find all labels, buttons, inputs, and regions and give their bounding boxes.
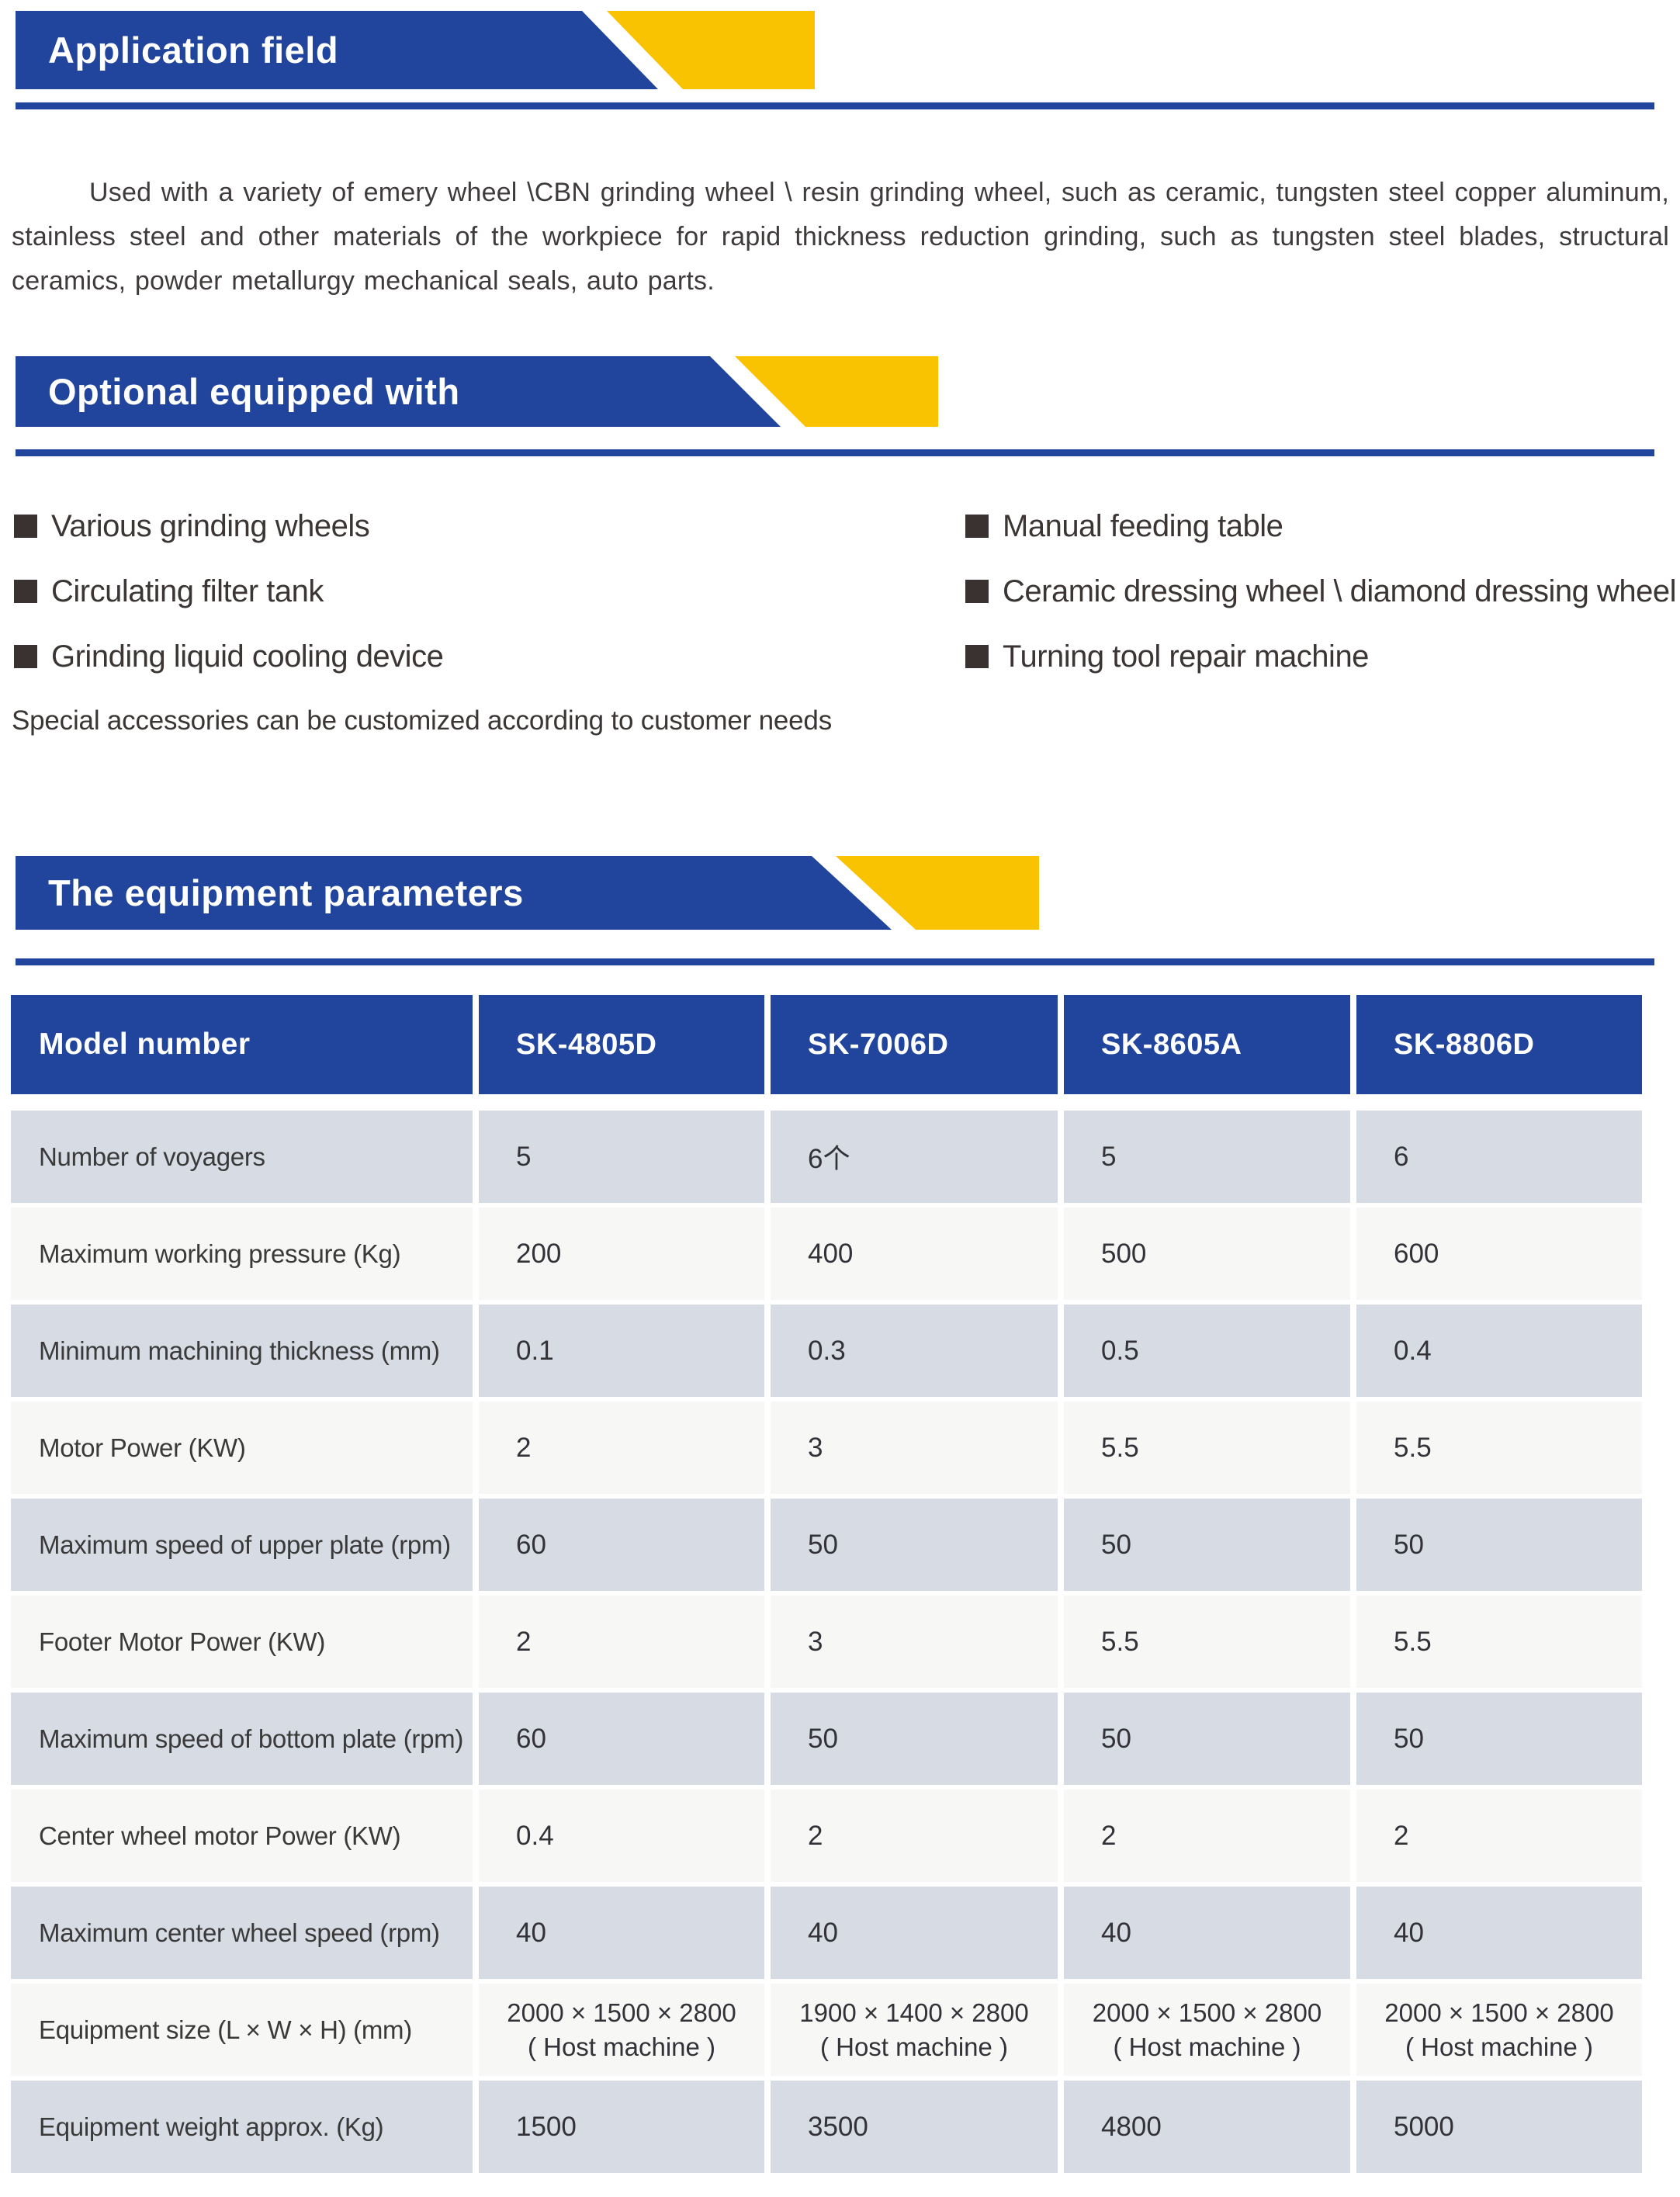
optional-list-item: Manual feeding table <box>965 494 1675 559</box>
row-value: 5.5 <box>1064 1596 1350 1688</box>
optional-item-label: Circulating filter tank <box>51 574 324 608</box>
header-cell-model: SK-8806D <box>1356 995 1642 1094</box>
optional-note: Special accessories can be customized ac… <box>12 705 832 736</box>
row-value: 50 <box>1356 1693 1642 1785</box>
row-value: 400 <box>771 1208 1058 1300</box>
row-label: Footer Motor Power (KW) <box>11 1596 473 1688</box>
row-value: 40 <box>771 1887 1058 1979</box>
row-value: 5.5 <box>1356 1596 1642 1688</box>
banner-blue-shape <box>16 11 658 89</box>
header-cell-model: SK-4805D <box>479 995 764 1094</box>
row-label: Maximum working pressure (Kg) <box>11 1208 473 1300</box>
bullet-square-icon <box>14 580 37 603</box>
row-label: Maximum speed of upper plate (rpm) <box>11 1499 473 1591</box>
section-title-application: Application field <box>48 29 339 71</box>
section-banner-optional: Optional equipped with <box>16 356 1102 427</box>
optional-list-item: Turning tool repair machine <box>965 624 1675 689</box>
row-value: 200 <box>479 1208 764 1300</box>
row-value: 40 <box>1356 1887 1642 1979</box>
row-value: 500 <box>1064 1208 1350 1300</box>
row-value: 600 <box>1356 1208 1642 1300</box>
row-value: 2 <box>1064 1790 1350 1882</box>
optional-list-item: Circulating filter tank <box>14 559 906 624</box>
bullet-square-icon <box>14 515 37 538</box>
row-value: 5.5 <box>1356 1402 1642 1494</box>
row-value: 50 <box>1064 1693 1350 1785</box>
row-value: 5.5 <box>1064 1402 1350 1494</box>
row-value: 40 <box>1064 1887 1350 1979</box>
section-title-optional: Optional equipped with <box>48 371 460 412</box>
optional-item-label: Ceramic dressing wheel \ diamond dressin… <box>1003 574 1677 608</box>
row-value: 2000 × 1500 × 2800 ( Host machine ) <box>1064 1984 1350 2076</box>
parameters-table-body: Number of voyagers 5 6个 5 6 Maximum working p… <box>11 1111 1642 2173</box>
bullet-square-icon <box>14 645 37 668</box>
parameters-table: Model number SK-4805D SK-7006D SK-8605A SK-8… <box>11 995 1642 2173</box>
section-banner-parameters: The equipment parameters <box>16 856 1102 930</box>
row-value: 50 <box>771 1693 1058 1785</box>
bullet-square-icon <box>965 580 989 603</box>
row-value: 2000 × 1500 × 2800 ( Host machine ) <box>1356 1984 1642 2076</box>
row-value: 0.4 <box>1356 1305 1642 1397</box>
row-value: 5000 <box>1356 2081 1642 2173</box>
row-label: Center wheel motor Power (KW) <box>11 1790 473 1882</box>
header-cell-model: SK-7006D <box>771 995 1058 1094</box>
header-cell-model-number: Model number <box>11 995 473 1094</box>
row-value: 2 <box>479 1596 764 1688</box>
optional-list-item: Various grinding wheels <box>14 494 906 559</box>
row-label: Equipment size (L × W × H) (mm) <box>11 1984 473 2076</box>
row-label: Minimum machining thickness (mm) <box>11 1305 473 1397</box>
row-value: 5 <box>479 1111 764 1203</box>
row-value: 3 <box>771 1402 1058 1494</box>
section-rule <box>16 449 1654 456</box>
optional-right-column: Manual feeding table Ceramic dressing whe… <box>965 494 1677 689</box>
row-value: 50 <box>1356 1499 1642 1591</box>
row-value: 4800 <box>1064 2081 1350 2173</box>
optional-list-item: Ceramic dressing wheel \ diamond dressin… <box>965 559 1677 624</box>
optional-item-label: Turning tool repair machine <box>1003 639 1369 674</box>
row-value: 50 <box>1064 1499 1350 1591</box>
optional-item-label: Various grinding wheels <box>51 508 370 543</box>
banner-blue-shape <box>16 356 781 427</box>
section-title-parameters: The equipment parameters <box>48 872 524 913</box>
header-cell-model: SK-8605A <box>1064 995 1350 1094</box>
optional-left-column: Various grinding wheels Circulating filte… <box>14 494 906 689</box>
section-rule <box>16 102 1654 109</box>
banner-blue-shape <box>16 856 892 930</box>
row-value: 0.1 <box>479 1305 764 1397</box>
row-value: 2 <box>479 1402 764 1494</box>
section-banner-application: Application field <box>16 11 1102 89</box>
row-value: 60 <box>479 1693 764 1785</box>
optional-list-item: Grinding liquid cooling device <box>14 624 906 689</box>
application-body-text: Used with a variety of emery wheel \CBN … <box>12 178 1669 296</box>
row-value: 2000 × 1500 × 2800 ( Host machine ) <box>479 1984 764 2076</box>
parameters-table-header: Model number SK-4805D SK-7006D SK-8605A SK-8… <box>11 995 1642 1094</box>
row-value: 2 <box>771 1790 1058 1882</box>
row-value: 6 <box>1356 1111 1642 1203</box>
row-value: 0.4 <box>479 1790 764 1882</box>
row-value: 3500 <box>771 2081 1058 2173</box>
row-value: 50 <box>771 1499 1058 1591</box>
row-label: Maximum center wheel speed (rpm) <box>11 1887 473 1979</box>
section-rule <box>16 958 1654 965</box>
optional-item-label: Manual feeding table <box>1003 508 1283 543</box>
row-value: 6个 <box>771 1111 1058 1203</box>
row-value: 2 <box>1356 1790 1642 1882</box>
row-value: 60 <box>479 1499 764 1591</box>
row-label: Maximum speed of bottom plate (rpm) <box>11 1693 473 1785</box>
row-label: Number of voyagers <box>11 1111 473 1203</box>
bullet-square-icon <box>965 515 989 538</box>
row-value: 1500 <box>479 2081 764 2173</box>
row-value: 0.3 <box>771 1305 1058 1397</box>
bullet-square-icon <box>965 645 989 668</box>
row-value: 5 <box>1064 1111 1350 1203</box>
row-value: 40 <box>479 1887 764 1979</box>
row-value: 3 <box>771 1596 1058 1688</box>
row-value: 0.5 <box>1064 1305 1350 1397</box>
row-label: Motor Power (KW) <box>11 1402 473 1494</box>
optional-item-label: Grinding liquid cooling device <box>51 639 444 674</box>
row-label: Equipment weight approx. (Kg) <box>11 2081 473 2173</box>
row-value: 1900 × 1400 × 2800 ( Host machine ) <box>771 1984 1058 2076</box>
